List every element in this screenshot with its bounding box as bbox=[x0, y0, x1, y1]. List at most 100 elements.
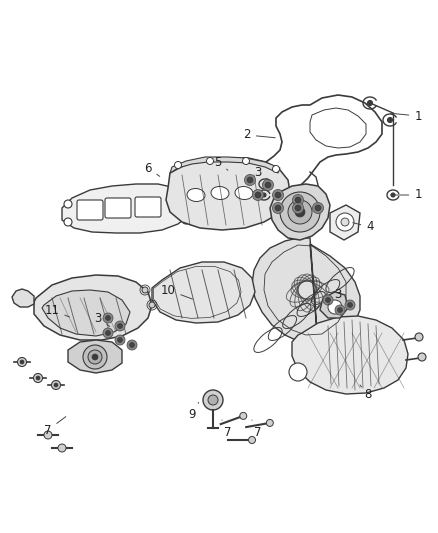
Circle shape bbox=[44, 431, 52, 439]
Circle shape bbox=[262, 193, 266, 197]
Circle shape bbox=[127, 340, 137, 350]
Circle shape bbox=[117, 337, 123, 343]
Circle shape bbox=[248, 437, 255, 443]
Text: 7: 7 bbox=[252, 420, 262, 439]
Circle shape bbox=[115, 335, 125, 345]
Circle shape bbox=[149, 302, 155, 308]
Text: 7: 7 bbox=[44, 417, 66, 437]
Polygon shape bbox=[170, 157, 280, 173]
Circle shape bbox=[88, 350, 102, 364]
Circle shape bbox=[240, 413, 247, 419]
Circle shape bbox=[18, 358, 27, 367]
Circle shape bbox=[20, 360, 24, 364]
Circle shape bbox=[323, 295, 333, 305]
Text: 8: 8 bbox=[360, 385, 372, 401]
Circle shape bbox=[115, 321, 125, 331]
Polygon shape bbox=[34, 275, 152, 340]
Circle shape bbox=[83, 345, 107, 369]
Text: 7: 7 bbox=[222, 420, 232, 439]
Text: 1: 1 bbox=[391, 109, 422, 123]
Circle shape bbox=[206, 157, 213, 165]
Text: 9: 9 bbox=[188, 402, 199, 422]
Circle shape bbox=[255, 192, 261, 198]
Circle shape bbox=[142, 287, 148, 293]
Circle shape bbox=[347, 303, 353, 308]
Circle shape bbox=[391, 193, 395, 197]
Circle shape bbox=[33, 374, 42, 383]
Circle shape bbox=[272, 203, 283, 214]
Polygon shape bbox=[320, 292, 348, 318]
Circle shape bbox=[275, 205, 281, 211]
Circle shape bbox=[295, 197, 301, 203]
Circle shape bbox=[243, 157, 250, 165]
Polygon shape bbox=[292, 316, 408, 394]
Circle shape bbox=[244, 174, 255, 185]
Circle shape bbox=[338, 308, 343, 312]
Circle shape bbox=[415, 333, 423, 341]
Circle shape bbox=[341, 218, 349, 226]
Circle shape bbox=[106, 330, 110, 335]
Text: 3: 3 bbox=[328, 288, 342, 305]
Circle shape bbox=[325, 297, 331, 303]
Circle shape bbox=[262, 180, 273, 190]
Circle shape bbox=[117, 324, 123, 328]
Circle shape bbox=[174, 161, 181, 168]
Polygon shape bbox=[166, 158, 290, 230]
Circle shape bbox=[58, 444, 66, 452]
Text: 4: 4 bbox=[353, 221, 374, 233]
Circle shape bbox=[280, 192, 320, 232]
Text: 6: 6 bbox=[144, 161, 160, 176]
Circle shape bbox=[336, 213, 354, 231]
Polygon shape bbox=[42, 290, 130, 336]
Circle shape bbox=[103, 313, 113, 323]
Text: 1: 1 bbox=[391, 189, 422, 201]
Circle shape bbox=[265, 182, 271, 188]
Ellipse shape bbox=[235, 187, 253, 199]
FancyBboxPatch shape bbox=[105, 198, 131, 218]
Ellipse shape bbox=[211, 187, 229, 199]
Circle shape bbox=[418, 353, 426, 361]
Polygon shape bbox=[62, 184, 192, 233]
Circle shape bbox=[266, 419, 273, 426]
Polygon shape bbox=[12, 289, 34, 307]
Circle shape bbox=[103, 328, 113, 338]
Text: 3: 3 bbox=[94, 311, 110, 326]
Text: 5: 5 bbox=[214, 156, 228, 170]
Circle shape bbox=[182, 216, 190, 224]
Text: 3: 3 bbox=[254, 166, 270, 180]
Polygon shape bbox=[68, 340, 122, 373]
Circle shape bbox=[130, 343, 134, 348]
Circle shape bbox=[182, 204, 190, 212]
Text: 10: 10 bbox=[161, 284, 192, 299]
Polygon shape bbox=[152, 262, 255, 323]
FancyBboxPatch shape bbox=[77, 200, 103, 220]
Circle shape bbox=[345, 300, 355, 310]
Circle shape bbox=[247, 177, 253, 183]
Text: 11: 11 bbox=[45, 303, 69, 317]
Circle shape bbox=[52, 381, 60, 390]
Circle shape bbox=[315, 205, 321, 211]
Circle shape bbox=[263, 182, 267, 186]
Circle shape bbox=[203, 390, 223, 410]
Circle shape bbox=[64, 200, 72, 208]
Circle shape bbox=[208, 395, 218, 405]
Circle shape bbox=[388, 117, 392, 123]
Circle shape bbox=[367, 101, 372, 106]
Circle shape bbox=[288, 200, 312, 224]
Circle shape bbox=[64, 218, 72, 226]
Circle shape bbox=[275, 192, 281, 198]
Circle shape bbox=[252, 190, 264, 200]
Ellipse shape bbox=[187, 189, 205, 201]
Circle shape bbox=[92, 354, 98, 360]
Circle shape bbox=[106, 316, 110, 320]
FancyBboxPatch shape bbox=[135, 197, 161, 217]
Circle shape bbox=[328, 300, 342, 314]
Circle shape bbox=[293, 203, 304, 214]
Circle shape bbox=[335, 305, 345, 315]
Circle shape bbox=[54, 383, 58, 387]
Text: 2: 2 bbox=[243, 128, 275, 141]
Polygon shape bbox=[270, 184, 330, 240]
Circle shape bbox=[272, 166, 279, 173]
Circle shape bbox=[36, 376, 40, 380]
Circle shape bbox=[293, 195, 304, 206]
